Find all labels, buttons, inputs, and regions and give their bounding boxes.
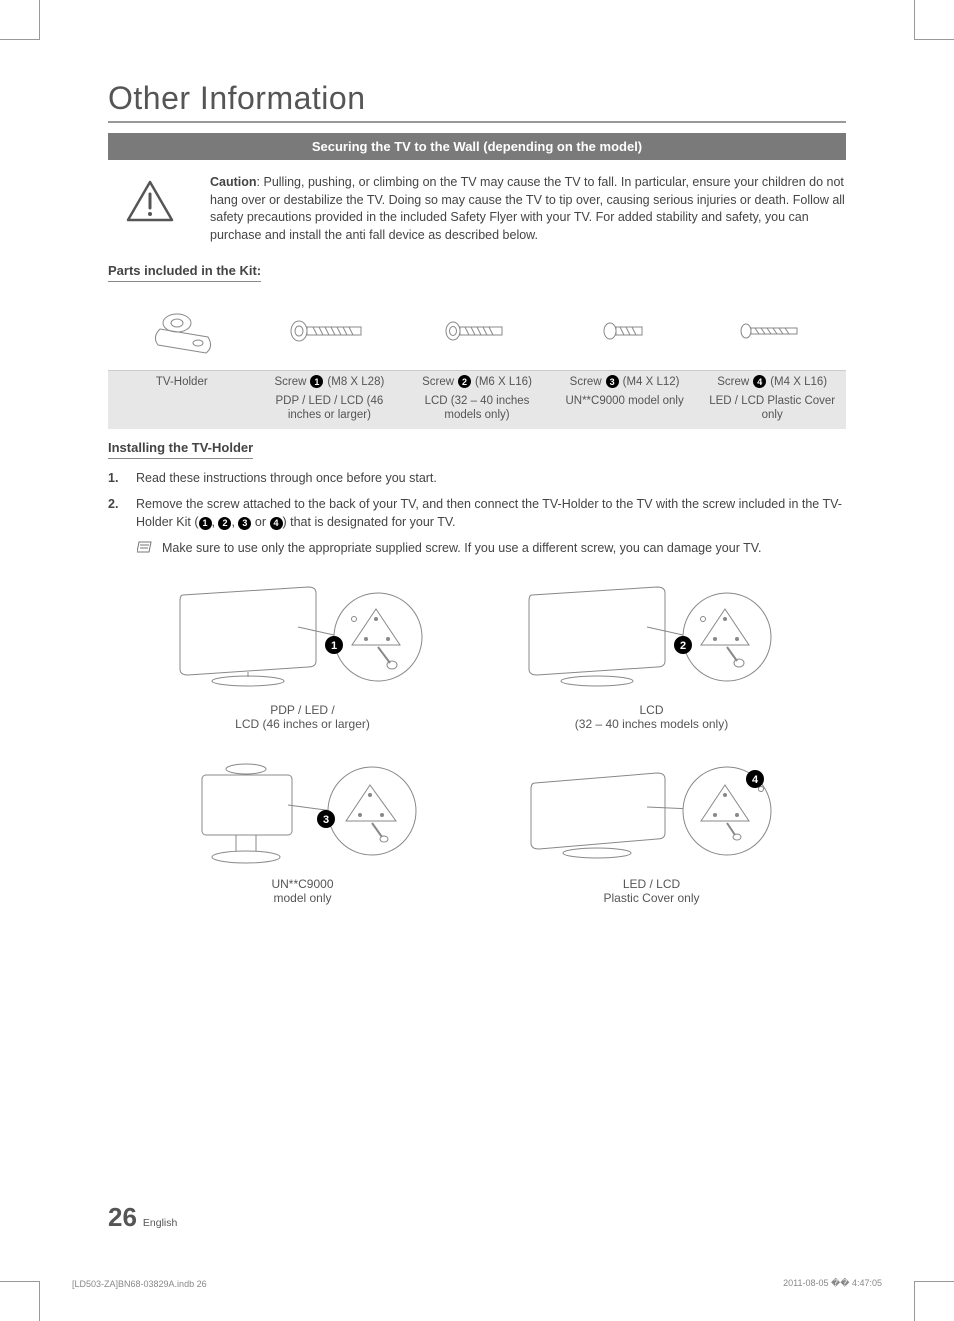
warning-icon (108, 174, 192, 222)
number-badge: 2 (218, 517, 231, 530)
diagram-caption: model only (273, 891, 331, 905)
diagram-caption: UN**C9000 (271, 877, 333, 891)
caution-label: Caution (210, 175, 257, 189)
part-image-holder (108, 292, 256, 370)
diagram-illustration: 4 (517, 761, 787, 871)
page-number: 26 (108, 1202, 137, 1233)
note: Make sure to use only the appropriate su… (108, 539, 846, 557)
diagram-item: 1 PDP / LED / LCD (46 inches or larger) (148, 577, 457, 731)
part-label: Screw 3 (M4 X L12) (551, 370, 699, 392)
number-badge: 1 (199, 517, 212, 530)
part-desc: PDP / LED / LCD (46 inches or larger) (256, 392, 404, 429)
number-badge: 3 (238, 517, 251, 530)
step-text-fragment: ) that is designated for your TV. (283, 515, 456, 529)
diagram-illustration: 1 (168, 577, 438, 697)
diagram-caption: LED / LCD (623, 877, 680, 891)
diagram-caption: Plastic Cover only (603, 891, 699, 905)
diagram-caption: PDP / LED / (270, 703, 334, 717)
diagram-item: 4 LED / LCD Plastic Cover only (497, 761, 806, 905)
part-desc: LCD (32 – 40 inches models only) (403, 392, 551, 429)
print-meta-left: [LD503-ZA]BN68-03829A.indb 26 (72, 1279, 207, 1289)
part-desc: LED / LCD Plastic Cover only (698, 392, 846, 429)
part-name: Screw (422, 376, 454, 388)
svg-text:3: 3 (322, 814, 328, 826)
footer-language: English (143, 1217, 177, 1229)
diagram-caption: LCD (639, 703, 663, 717)
note-icon (136, 539, 154, 554)
part-spec: (M8 X L28) (327, 376, 384, 388)
svg-text:1: 1 (330, 640, 336, 652)
diagram-item: 2 LCD (32 – 40 inches models only) (497, 577, 806, 731)
step-text: Read these instructions through once bef… (136, 469, 437, 487)
part-name: Screw (274, 376, 306, 388)
print-meta-right: 2011-08-05 �� 4:47:05 (783, 1278, 882, 1289)
crop-mark (914, 0, 954, 40)
caution-body: : Pulling, pushing, or climbing on the T… (210, 175, 845, 242)
crop-mark (0, 1281, 40, 1321)
diagrams-grid: 1 PDP / LED / LCD (46 inches or larger) … (108, 577, 846, 905)
diagram-illustration: 2 (517, 577, 787, 697)
diagram-item: 3 UN**C9000 model only (148, 761, 457, 905)
crop-mark (914, 1281, 954, 1321)
step-item: 2. Remove the screw attached to the back… (108, 495, 846, 531)
step-number: 2. (108, 495, 126, 531)
diagram-caption: LCD (46 inches or larger) (235, 717, 370, 731)
svg-text:4: 4 (751, 774, 758, 786)
part-label: TV-Holder (108, 370, 256, 392)
part-label: Screw 2 (M6 X L16) (403, 370, 551, 392)
part-label: Screw 1 (M8 X L28) (256, 370, 404, 392)
steps-list: 1. Read these instructions through once … (108, 469, 846, 558)
svg-text:2: 2 (679, 640, 685, 652)
part-desc: UN**C9000 model only (551, 392, 699, 429)
diagram-illustration: 3 (168, 761, 438, 871)
part-image-screw (403, 292, 551, 370)
step-text-fragment: or (251, 515, 269, 529)
page-title: Other Information (108, 80, 846, 123)
page-content: Other Information Securing the TV to the… (108, 80, 846, 905)
parts-heading: Parts included in the Kit: (108, 263, 261, 282)
step-text-fragment: , (212, 515, 219, 529)
step-text: Remove the screw attached to the back of… (136, 495, 846, 531)
part-image-screw (551, 292, 699, 370)
part-label: Screw 4 (M4 X L16) (698, 370, 846, 392)
step-text-fragment: , (231, 515, 238, 529)
crop-mark (0, 0, 40, 40)
number-badge: 3 (606, 375, 619, 388)
part-spec: (M4 X L16) (770, 376, 827, 388)
number-badge: 4 (270, 517, 283, 530)
note-text: Make sure to use only the appropriate su… (162, 539, 761, 557)
page-footer: 26 English (108, 1202, 177, 1233)
number-badge: 2 (458, 375, 471, 388)
part-name: Screw (570, 376, 602, 388)
install-heading: Installing the TV-Holder (108, 440, 253, 459)
part-name: TV-Holder (156, 376, 208, 388)
section-heading: Securing the TV to the Wall (depending o… (108, 133, 846, 160)
part-image-screw (698, 292, 846, 370)
step-item: 1. Read these instructions through once … (108, 469, 846, 487)
number-badge: 4 (753, 375, 766, 388)
part-desc (108, 392, 256, 429)
number-badge: 1 (310, 375, 323, 388)
parts-table: TV-Holder Screw 1 (M8 X L28) Screw 2 (M6… (108, 292, 846, 429)
step-number: 1. (108, 469, 126, 487)
part-image-screw (256, 292, 404, 370)
part-name: Screw (717, 376, 749, 388)
caution-text: Caution: Pulling, pushing, or climbing o… (210, 174, 846, 244)
part-spec: (M4 X L12) (623, 376, 680, 388)
part-spec: (M6 X L16) (475, 376, 532, 388)
diagram-caption: (32 – 40 inches models only) (575, 717, 728, 731)
caution-block: Caution: Pulling, pushing, or climbing o… (108, 174, 846, 244)
